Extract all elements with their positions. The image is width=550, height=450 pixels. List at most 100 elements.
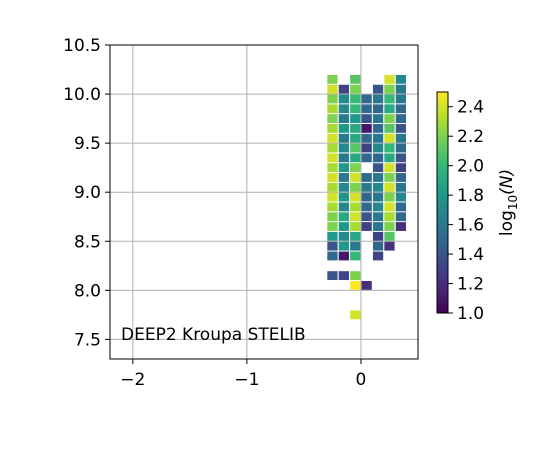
- y-tick-label: 9.0: [74, 183, 101, 203]
- heatmap-cell: [350, 163, 361, 173]
- y-tick-label: 8.0: [74, 281, 101, 301]
- heatmap-cell: [395, 104, 407, 114]
- colorbar-label-rest: (N): [497, 169, 517, 195]
- heatmap-cell: [395, 163, 407, 173]
- heatmap-cell: [384, 143, 395, 153]
- y-axis-ticks: 7.5 8.0 8.5 9.0 9.5 10.0 10.5: [63, 36, 110, 350]
- y-tick-label: 10.0: [63, 85, 101, 105]
- heatmap-cell: [327, 271, 338, 281]
- heatmap-cell: [350, 310, 361, 320]
- heatmap-cell: [372, 173, 384, 182]
- heatmap-cell: [372, 202, 384, 212]
- heatmap-cell: [395, 143, 407, 153]
- heatmap-cell: [338, 222, 349, 231]
- heatmap-cell: [338, 231, 349, 241]
- heatmap-cell: [395, 173, 407, 182]
- heatmap-cell: [338, 153, 349, 163]
- heatmap-cell: [327, 222, 338, 231]
- heatmap-cell: [350, 123, 361, 133]
- heatmap-cell: [372, 114, 384, 124]
- heatmap-cell: [327, 202, 338, 212]
- heatmap-cell: [338, 192, 349, 202]
- heatmap-cell: [384, 123, 395, 133]
- heatmap-cell: [350, 114, 361, 124]
- heatmap-cell: [395, 202, 407, 212]
- heatmap-cell: [338, 182, 349, 192]
- heatmap-cell: [327, 74, 338, 84]
- heatmap-cell: [350, 251, 361, 261]
- colorbar-tick-label: 2.2: [457, 127, 484, 147]
- heatmap-cell: [384, 84, 395, 94]
- heatmap-cell: [327, 94, 338, 104]
- heatmap-cell: [372, 153, 384, 163]
- heatmap-cell: [338, 104, 349, 114]
- heatmap-cell: [361, 114, 372, 124]
- heatmap-cell: [372, 222, 384, 231]
- heatmap-cell: [395, 84, 407, 94]
- heatmap-cell: [350, 94, 361, 104]
- heatmap-cell: [350, 153, 361, 163]
- heatmap-cell: [338, 133, 349, 143]
- heatmap-cell: [361, 133, 372, 143]
- heatmap-cell: [327, 143, 338, 153]
- heatmap-cell: [350, 202, 361, 212]
- heatmap-cell: [327, 173, 338, 182]
- x-tick-label: −1: [234, 370, 259, 390]
- heatmap-cell: [327, 241, 338, 251]
- heatmap-cell: [350, 222, 361, 231]
- heatmap-cell: [384, 231, 395, 241]
- heatmap-cell: [327, 133, 338, 143]
- colorbar: [436, 91, 449, 314]
- y-tick-label: 8.5: [74, 232, 101, 252]
- heatmap-cell: [327, 153, 338, 163]
- heatmap-cell: [372, 133, 384, 143]
- colorbar-label: log10(N): [497, 169, 520, 236]
- heatmap-cell: [350, 280, 361, 290]
- heatmap-cell: [327, 84, 338, 94]
- heatmap-cell: [361, 104, 372, 114]
- y-tick-label: 7.5: [74, 330, 101, 350]
- heatmap-cell: [338, 84, 349, 94]
- heatmap-cell: [350, 241, 361, 251]
- colorbar-ticks: 1.0 1.2 1.4 1.6 1.8 2.0 2.2 2.4: [448, 98, 484, 324]
- heatmap-cell: [361, 94, 372, 104]
- colorbar-tick-label: 1.0: [457, 304, 484, 324]
- heatmap-cell: [395, 182, 407, 192]
- heatmap-cell: [338, 143, 349, 153]
- heatmap-cell: [395, 94, 407, 104]
- heatmap-cell: [361, 192, 372, 202]
- heatmap-cell: [338, 202, 349, 212]
- heatmap-cell: [338, 94, 349, 104]
- heatmap-cell: [327, 192, 338, 202]
- axes-frame: [109, 44, 419, 360]
- heatmap-cell: [372, 251, 384, 261]
- heatmap-cell: [384, 104, 395, 114]
- heatmap-cell: [350, 74, 361, 84]
- heatmap-cell: [361, 212, 372, 222]
- heatmap-cell: [384, 114, 395, 124]
- heatmap-cell: [395, 133, 407, 143]
- y-tick-label: 10.5: [63, 36, 101, 56]
- x-tick-label: 0: [356, 370, 367, 390]
- heatmap-cell: [361, 280, 372, 290]
- x-tick-label: −2: [120, 370, 145, 390]
- heatmap-cell: [395, 114, 407, 124]
- heatmap-cell: [384, 133, 395, 143]
- heatmap-cell: [327, 114, 338, 124]
- heatmap-cell: [350, 173, 361, 182]
- heatmap-cell: [384, 202, 395, 212]
- heatmap-cell: [395, 123, 407, 133]
- heatmap-cell: [384, 182, 395, 192]
- heatmap-cell: [350, 84, 361, 94]
- x-axis-ticks: −2 −1 0: [120, 359, 366, 390]
- heatmap-cell: [372, 182, 384, 192]
- heatmap-cell: [361, 143, 372, 153]
- heatmap-cell: [350, 231, 361, 241]
- heatmap-cell: [361, 173, 372, 182]
- heatmap-cell: [384, 212, 395, 222]
- heatmap-cell: [372, 192, 384, 202]
- heatmap-cell: [361, 153, 372, 163]
- y-tick-label: 9.5: [74, 134, 101, 154]
- heatmap-cell: [350, 143, 361, 153]
